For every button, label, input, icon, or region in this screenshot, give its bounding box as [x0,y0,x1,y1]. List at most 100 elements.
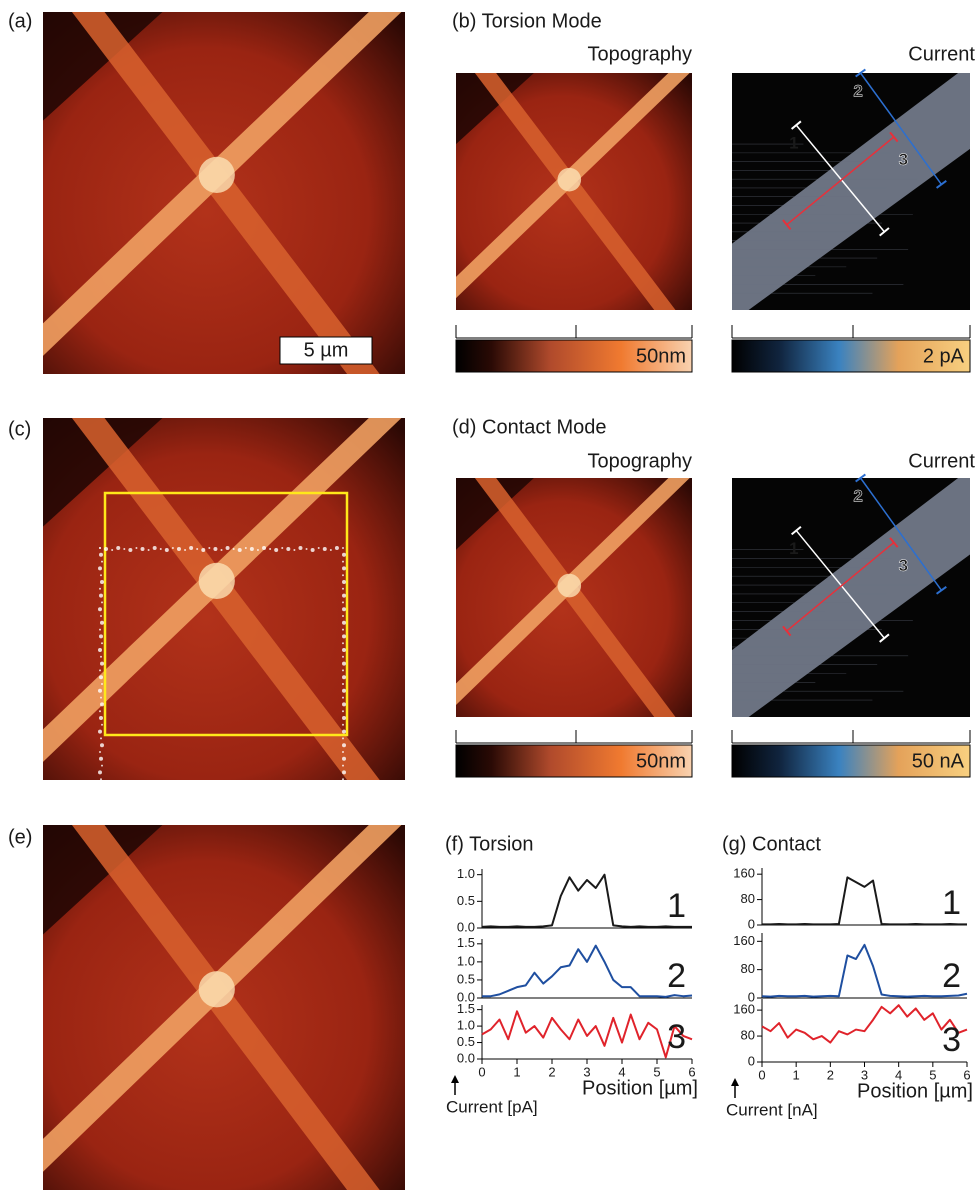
curve-label: 3 [942,1021,961,1059]
debris-dot [100,615,102,617]
debris-dot [342,580,346,584]
curve-label: 2 [942,957,961,995]
debris-dot [153,817,157,821]
debris-dot [123,548,125,550]
profile-label: 2 [853,487,862,506]
profile-curve [482,875,692,927]
debris-dot [98,770,102,774]
debris-dot [342,778,344,780]
scale-bar-label: 5 µm [304,339,349,361]
debris-dot [342,765,344,767]
panel-label: (g) Contact [722,833,821,855]
debris-dot [100,737,102,739]
debris-dot [104,817,108,821]
image-title: Topography [587,43,692,65]
debris-dot [342,594,346,598]
debris-dot [342,716,346,720]
curve-label: 2 [667,957,686,995]
debris-dot [298,546,302,550]
y-tick-label: 0 [748,916,755,931]
debris-dot [189,817,193,821]
debris-dot [342,621,346,625]
debris-dot [111,549,113,551]
debris-dot [100,662,104,666]
debris-dot [342,634,346,638]
x-tick-label: 1 [793,1067,800,1082]
debris-dot [342,798,346,802]
panel-label: (a) [8,10,32,32]
debris-dot [101,601,103,603]
debris-dot [342,669,344,671]
debris-dot [262,817,266,821]
colorbar-label: 2 pA [923,345,965,367]
debris-dot [342,702,346,706]
image-title: Topography [587,450,692,472]
y-tick-label: 80 [741,1027,755,1042]
debris-dot [100,778,102,780]
debris-dot [250,817,254,821]
debris-dot [135,547,137,549]
x-tick-label: 2 [548,1064,555,1079]
debris-dot [269,817,271,819]
debris-dot [101,642,103,644]
afm-junction [199,971,235,1007]
debris-dot [99,716,103,720]
debris-dot [335,546,339,550]
debris-dot [101,561,103,563]
debris-dot [99,669,101,671]
x-tick-label: 1 [513,1064,520,1079]
debris-dot [99,710,101,712]
y-tick-label: 80 [741,891,755,906]
debris-dot [101,765,103,767]
panel-label: (f) Torsion [445,833,534,855]
colorbar-label: 50 nA [912,750,965,772]
debris-dot [98,811,102,815]
panel-label: (c) [8,418,31,440]
debris-dot [342,607,346,611]
debris-dot [281,547,283,549]
debris-dot [201,817,205,821]
debris-dot [342,805,344,807]
y-tick-label: 160 [733,1002,755,1017]
profile-curve [762,877,967,924]
debris-dot [116,817,120,821]
debris-dot [293,817,295,819]
y-tick-label: 1.5 [457,935,475,950]
debris-dot [100,697,102,699]
debris-dot [238,548,242,552]
debris-dot [342,724,344,726]
y-tick-label: 0.5 [457,1034,475,1049]
image-title: Current [908,43,975,65]
profiles: 0.00.51.010.00.51.01.520.00.51.01.501234… [446,866,973,1120]
debris-dot [318,547,320,549]
debris-dot [342,675,346,679]
debris-dot [318,817,320,819]
colorbar-label: 50nm [636,750,686,772]
y-tick-label: 160 [733,933,755,948]
debris-dot [250,547,254,551]
debris-dot [111,817,113,819]
debris-dot [330,817,332,819]
debris-dot [213,547,217,551]
panel-label: (b) Torsion Mode [452,10,602,32]
debris-dot [123,817,125,819]
debris-dot [298,817,302,821]
debris-dot [342,730,346,734]
y-tick-label: 80 [741,961,755,976]
y-tick-label: 1.0 [457,953,475,968]
x-tick-label: 2 [827,1067,834,1082]
image-title: Current [908,450,975,472]
debris-dot [226,546,230,550]
y-tick-label: 160 [733,866,755,881]
colorbar-label: 50nm [636,345,686,367]
debris-dot [160,817,162,819]
debris-dot [257,817,259,819]
debris-dot [128,817,132,821]
y-tick-label: 0.0 [457,919,475,934]
debris-dot [135,817,137,819]
debris-dot [98,566,102,570]
debris-dot [286,547,290,551]
debris-dot [116,546,120,550]
debris-dot [196,548,198,550]
figure: (a) (b) Torsion Mode (c) (d) Contact Mod… [0,0,977,1203]
